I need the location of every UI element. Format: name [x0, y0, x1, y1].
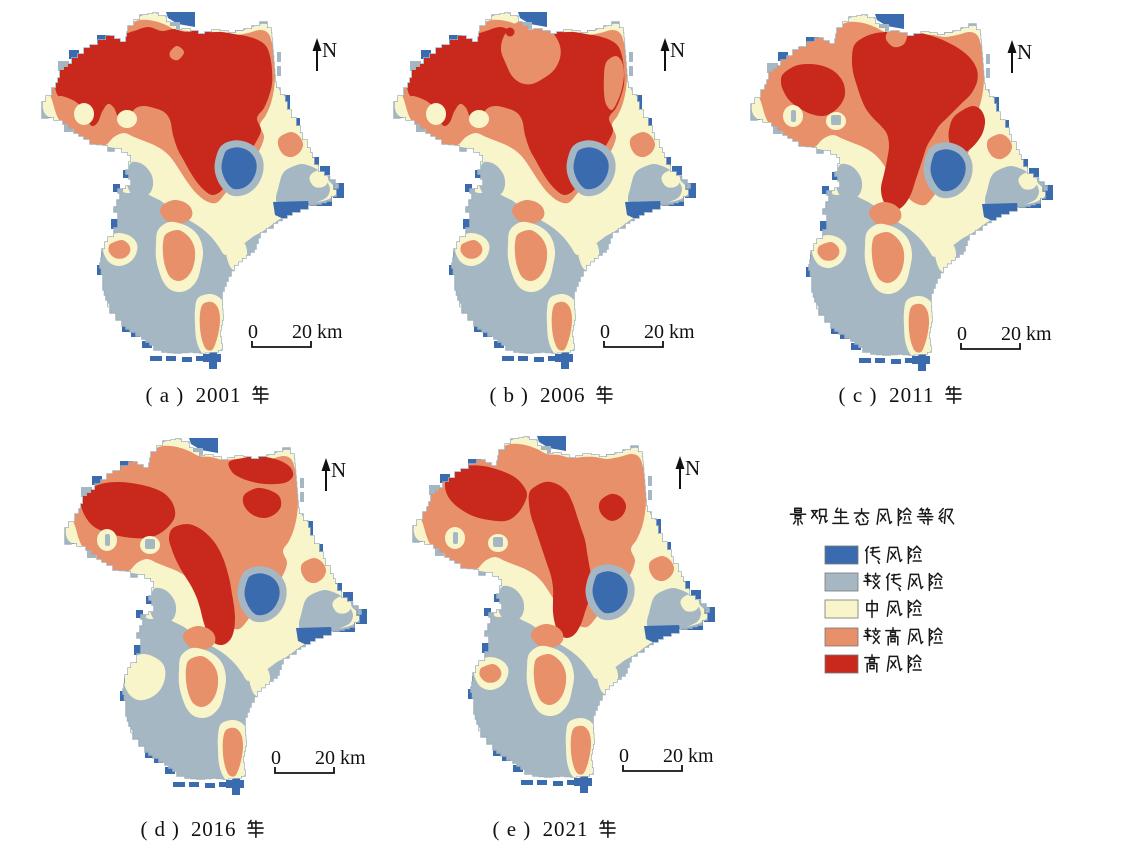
svg-text:0: 0: [600, 321, 610, 343]
svg-text:20 km: 20 km: [1001, 323, 1052, 345]
svg-text:0: 0: [271, 747, 281, 769]
svg-text:( c ) 2011: ( c ) 2011: [839, 383, 934, 407]
svg-text:20 km: 20 km: [292, 321, 343, 343]
svg-text:N: N: [331, 458, 346, 482]
svg-text:( d ) 2016: ( d ) 2016: [141, 817, 236, 841]
svg-text:( e ) 2021: ( e ) 2021: [493, 817, 588, 841]
svg-text:0: 0: [248, 321, 258, 343]
svg-text:( b ) 2006: ( b ) 2006: [490, 383, 585, 407]
svg-text:0: 0: [619, 745, 629, 767]
svg-text:( a ) 2001: ( a ) 2001: [146, 383, 241, 407]
svg-text:N: N: [670, 38, 685, 62]
svg-text:0: 0: [957, 323, 967, 345]
svg-text:20 km: 20 km: [644, 321, 695, 343]
svg-text:20 km: 20 km: [663, 745, 714, 767]
svg-text:N: N: [1017, 40, 1032, 64]
svg-text:N: N: [685, 456, 700, 480]
svg-text:N: N: [322, 38, 337, 62]
svg-text:20 km: 20 km: [315, 747, 366, 769]
